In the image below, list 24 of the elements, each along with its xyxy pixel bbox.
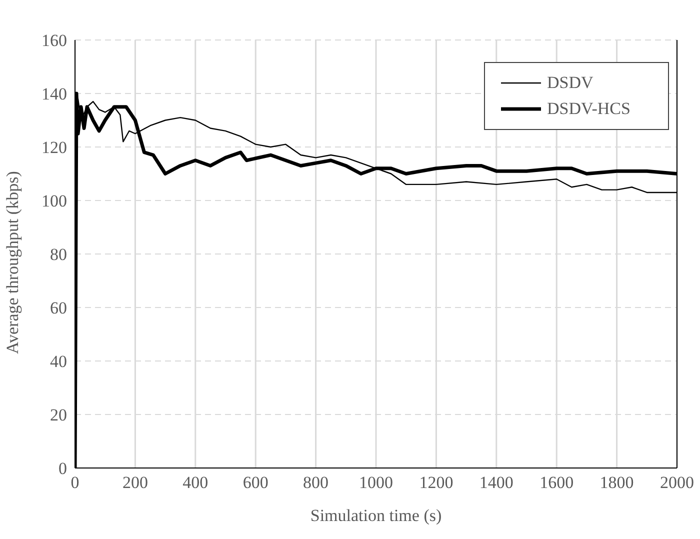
legend-label: DSDV-HCS (547, 99, 630, 119)
y-tick-label: 60 (50, 298, 67, 318)
y-tick-label: 160 (42, 31, 67, 50)
y-axis-title: Average throughput (kbps) (3, 171, 22, 354)
x-tick-label: 1200 (419, 473, 454, 492)
y-tick-label: 40 (50, 352, 67, 372)
legend-label: DSDV (547, 73, 594, 93)
x-tick-label: 1800 (600, 473, 634, 492)
y-tick-label: 20 (50, 406, 67, 425)
x-tick-label: 2000 (660, 473, 694, 492)
y-tick-label: 120 (42, 138, 67, 158)
y-tick-label: 0 (58, 459, 67, 478)
x-tick-label: 1600 (540, 473, 574, 492)
x-tick-label: 200 (122, 473, 148, 492)
x-tick-label: 600 (242, 473, 268, 492)
y-tick-label: 100 (42, 192, 67, 211)
x-tick-label: 0 (70, 473, 80, 492)
x-tick-label: 1400 (479, 473, 514, 492)
x-tick-label: 800 (303, 473, 329, 492)
y-tick-label: 80 (50, 245, 67, 264)
x-axis-title: Simulation time (s) (310, 506, 442, 525)
x-tick-label: 400 (182, 473, 208, 492)
x-tick-label: 1000 (359, 473, 393, 492)
y-tick-label: 140 (42, 84, 67, 104)
